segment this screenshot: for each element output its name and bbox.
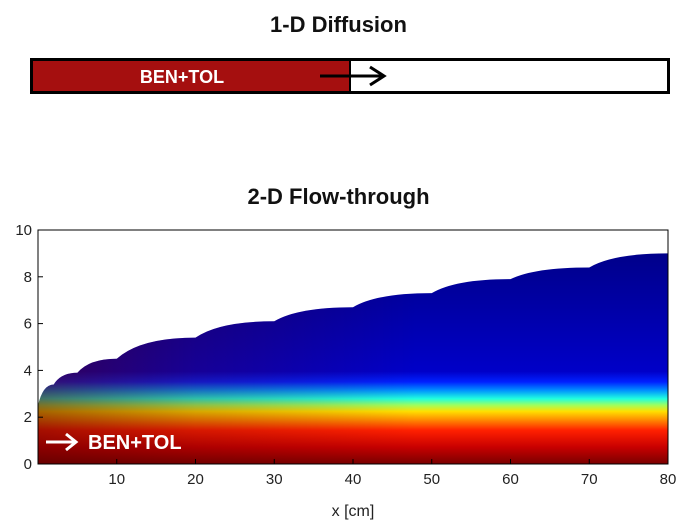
y-axis-ticks: 0 2 4 6 8 10	[15, 222, 43, 473]
y-tick-label: 4	[24, 362, 32, 379]
diffusion-label: BEN+TOL	[140, 67, 224, 87]
x-tick-label: 30	[266, 471, 283, 488]
arrow-icon	[320, 65, 387, 87]
x-axis-ticks: 10 20 30 40 50 60 70 80	[108, 459, 676, 488]
x-tick-label: 10	[108, 471, 125, 488]
x-tick-label: 50	[423, 471, 440, 488]
y-tick-label: 2	[24, 409, 32, 426]
y-tick-label: 6	[24, 316, 32, 333]
y-tick-label: 10	[15, 222, 32, 239]
x-axis-label: x [cm]	[332, 503, 375, 520]
x-tick-label: 40	[345, 471, 362, 488]
flow-source-label: BEN+TOL	[88, 432, 182, 454]
diffusion-filled-region	[33, 61, 350, 91]
diffusion-title: 1-D Diffusion	[270, 12, 407, 37]
plume-core-shading	[38, 253, 668, 464]
x-tick-label: 60	[502, 471, 519, 488]
x-tick-label: 70	[581, 471, 598, 488]
y-tick-label: 8	[24, 269, 32, 286]
x-tick-label: 20	[187, 471, 204, 488]
arrow-icon	[46, 432, 79, 452]
y-tick-label: 0	[24, 456, 32, 473]
flow-plot: 10 20 30 40 50 60 70 80 0 2 4 6 8 10 x [cm] BEN+TOL	[15, 222, 676, 520]
x-tick-label: 80	[660, 471, 677, 488]
diffusion-column: BEN+TOL	[30, 58, 670, 94]
flow-title: 2-D Flow-through	[247, 184, 430, 209]
